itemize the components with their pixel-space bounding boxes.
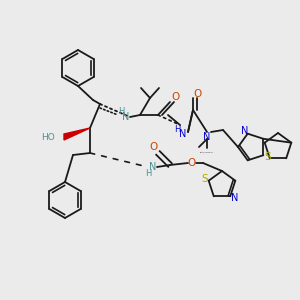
Text: O: O xyxy=(150,142,158,152)
Text: H: H xyxy=(118,107,124,116)
Text: N: N xyxy=(179,129,187,139)
Text: methyl_placeholder: methyl_placeholder xyxy=(200,151,214,153)
Text: N: N xyxy=(230,193,238,203)
Text: O: O xyxy=(193,89,201,99)
Text: S: S xyxy=(201,174,208,184)
Text: N: N xyxy=(203,132,211,142)
Text: N: N xyxy=(149,162,157,172)
Text: H: H xyxy=(174,124,180,134)
Polygon shape xyxy=(64,128,90,140)
Text: H: H xyxy=(145,169,151,178)
Text: N: N xyxy=(122,112,130,122)
Text: O: O xyxy=(171,92,179,102)
Text: N: N xyxy=(241,126,248,136)
Text: HO: HO xyxy=(41,133,55,142)
Text: S: S xyxy=(264,152,271,162)
Text: O: O xyxy=(188,158,196,168)
